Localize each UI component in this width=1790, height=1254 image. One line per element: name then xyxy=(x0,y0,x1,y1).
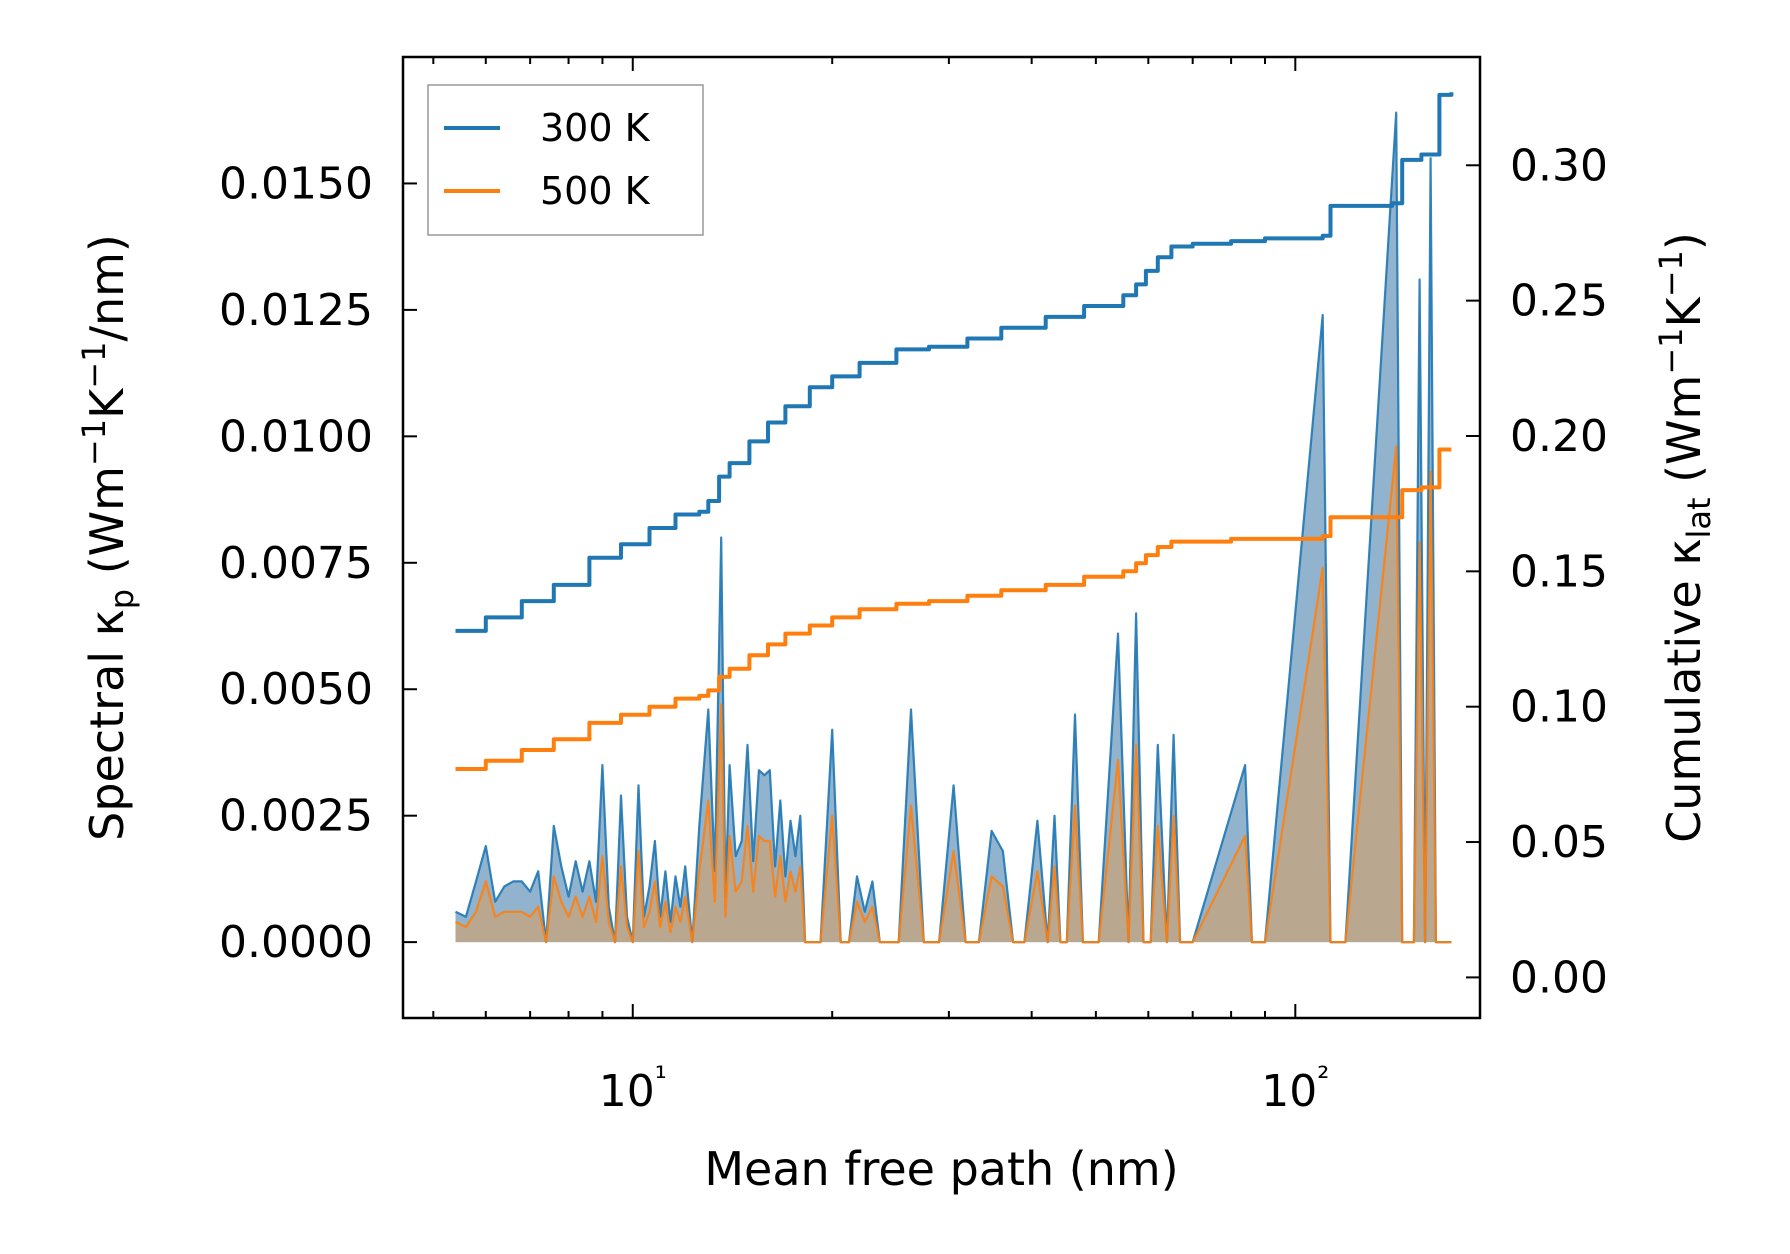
y-left-tick-label: 0.0125 xyxy=(219,285,373,336)
legend-label-500-k: 500 K xyxy=(540,169,651,213)
y-left-axis-ticks: 0.0000 0.0025 0.0050 0.0075 0.0100 0.0125 0.01… xyxy=(219,158,417,968)
axis-labels: Mean free path (nm) Spectral κp (Wm−1K−1/… xyxy=(75,232,1718,1196)
spectral-lines xyxy=(455,111,1452,944)
legend: 300 K 500 K xyxy=(427,84,704,236)
y-left-tick-label: 0.0025 xyxy=(219,791,373,842)
y-left-tick-label: 0.0150 xyxy=(219,158,373,209)
y-right-axis-ticks: 0.00 0.05 0.10 0.15 0.20 0.25 0.30 xyxy=(1466,140,1608,1003)
legend-label-300-k: 300 K xyxy=(540,106,651,150)
x-axis-label: Mean free path (nm) xyxy=(704,1142,1178,1196)
y-right-tick-label: 0.20 xyxy=(1510,411,1608,462)
y-left-axis-label: Spectral κp (Wm−1K−1/nm) xyxy=(75,234,141,841)
x-tick-label: 10² xyxy=(1261,1061,1329,1117)
spectral-fill-500-k xyxy=(455,446,1452,943)
y-right-tick-label: 0.00 xyxy=(1510,952,1608,1003)
y-left-tick-label: 0.0075 xyxy=(219,538,373,589)
cumulative-lines xyxy=(455,92,1454,771)
y-right-tick-label: 0.05 xyxy=(1510,817,1608,868)
cumulative-line-300-k xyxy=(455,92,1454,633)
y-right-tick-label: 0.15 xyxy=(1510,546,1608,597)
y-left-tick-label: 0.0100 xyxy=(219,411,373,462)
spectral-fills xyxy=(455,112,1452,943)
x-tick-label: 10¹ xyxy=(599,1061,667,1117)
x-axis-ticks: 10¹ 10² xyxy=(432,57,1329,1117)
plot-frame xyxy=(401,55,1482,1020)
y-left-tick-label: 0.0000 xyxy=(219,917,373,968)
y-left-tick-label: 0.0050 xyxy=(219,664,373,715)
y-right-tick-label: 0.25 xyxy=(1510,276,1608,327)
y-right-tick-label: 0.10 xyxy=(1510,682,1608,733)
spectral-fill-300-k xyxy=(455,112,1452,943)
legend-box xyxy=(427,84,704,236)
y-right-tick-label: 0.30 xyxy=(1510,140,1608,191)
cumulative-line-500-k xyxy=(455,447,1452,771)
y-right-axis-label: Cumulative κlat (Wm−1K−1) xyxy=(1652,232,1718,843)
